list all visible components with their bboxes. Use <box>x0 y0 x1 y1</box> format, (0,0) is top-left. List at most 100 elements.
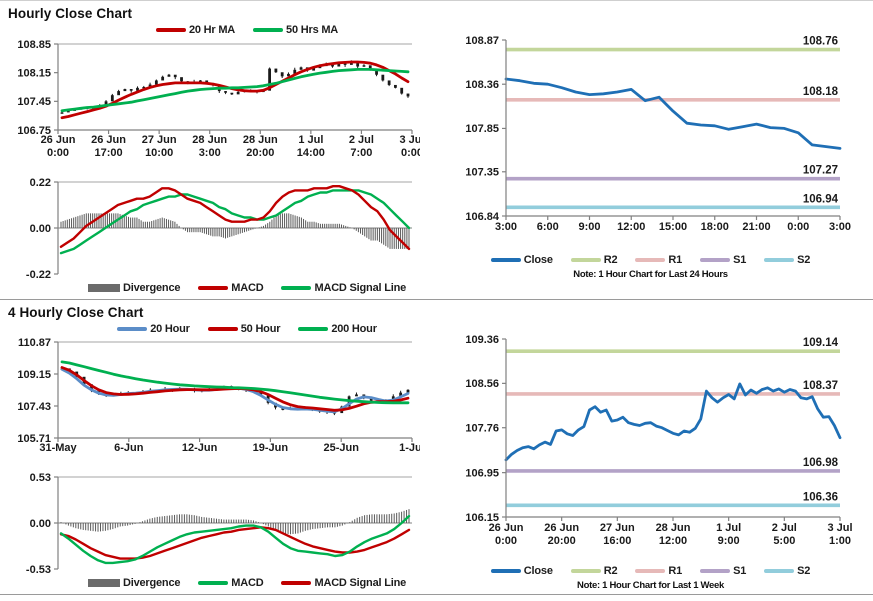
hourly-sr-chart: 108.76 108.18 107.27 106.94 108.87 108.36 107.… <box>465 35 851 233</box>
week-sr-plot: 109.14 108.37 106.98 106.36 109.36 108.56 107.… <box>465 334 852 547</box>
divergence-swatch <box>87 579 120 587</box>
hourly-right-column: 108.76 108.18 107.27 106.94 108.87 108.36 107.… <box>436 22 865 280</box>
hourly-sr-note: Note: 1 Hour Chart for Last 24 Hours <box>573 269 728 280</box>
legend-label-20-hour: 20 Hour <box>150 323 190 335</box>
legend-label-close: Close <box>523 254 553 266</box>
svg-text:108.85: 108.85 <box>17 39 51 51</box>
svg-text:1:00: 1:00 <box>829 535 851 547</box>
legend-item-r2: R2 <box>570 565 618 577</box>
svg-text:106.94: 106.94 <box>803 193 839 205</box>
svg-text:16:00: 16:00 <box>603 535 631 547</box>
svg-text:109.14: 109.14 <box>803 337 839 349</box>
svg-text:2 Jul: 2 Jul <box>349 134 374 146</box>
bottom-divider <box>0 594 873 595</box>
macd-swatch <box>198 286 229 290</box>
legend-item-divergence: Divergence <box>87 577 180 589</box>
legend-item-divergence: Divergence <box>87 282 181 294</box>
fourhour-macd-legend: Divergence MACD MACD Signal Line <box>8 575 436 591</box>
svg-text:107.43: 107.43 <box>17 401 51 413</box>
legend-item-macd-signal-line: MACD Signal Line <box>281 282 406 294</box>
svg-text:10:00: 10:00 <box>145 147 173 159</box>
svg-text:9:00: 9:00 <box>578 221 600 233</box>
s1-swatch <box>700 569 731 573</box>
close-swatch <box>490 569 521 573</box>
svg-text:105.71: 105.71 <box>17 433 51 445</box>
svg-text:20:00: 20:00 <box>246 147 274 159</box>
legend-label-20-hr-ma: 20 Hr MA <box>188 24 236 36</box>
svg-text:7:00: 7:00 <box>350 147 372 159</box>
legend-label-macd-signal-line: MACD Signal Line <box>314 282 407 294</box>
svg-text:1-Jul: 1-Jul <box>399 442 420 454</box>
20-hr-ma-swatch <box>155 28 186 32</box>
svg-text:26 Jun: 26 Jun <box>41 134 76 146</box>
svg-text:17:00: 17:00 <box>95 147 123 159</box>
r1-swatch <box>635 258 666 262</box>
legend-item-close: Close <box>490 254 553 266</box>
macd-signal-line-swatch <box>281 581 312 585</box>
svg-text:108.87: 108.87 <box>465 35 499 47</box>
svg-text:18:00: 18:00 <box>701 221 729 233</box>
r1-swatch <box>635 569 666 573</box>
svg-text:12:00: 12:00 <box>617 221 645 233</box>
legend-item-20-hr-ma: 20 Hr MA <box>155 24 236 36</box>
s2-swatch <box>764 258 795 262</box>
close-swatch <box>490 258 521 262</box>
svg-text:0.00: 0.00 <box>30 518 51 530</box>
week-sr-legend: Close R2 R1 S1 S2 <box>436 563 865 579</box>
svg-text:3 Jul: 3 Jul <box>399 134 420 146</box>
legend-item-r1: R1 <box>635 254 682 266</box>
legend-label-divergence: Divergence <box>122 282 181 294</box>
hourly-macd-chart: 0.22 0.00 -0.22 <box>26 177 412 278</box>
legend-item-50-hrs-ma: 50 Hrs MA <box>253 24 338 36</box>
r2-swatch <box>570 258 601 262</box>
svg-text:25-Jun: 25-Jun <box>323 442 359 454</box>
svg-text:107.27: 107.27 <box>803 165 838 177</box>
legend-item-macd: MACD <box>198 282 264 294</box>
fourhour-macd-plot: 0.53 0.00 -0.53 <box>26 472 412 573</box>
legend-item-macd-signal-line: MACD Signal Line <box>281 577 406 589</box>
svg-text:19-Jun: 19-Jun <box>253 442 289 454</box>
legend-label-s2: S2 <box>797 254 811 266</box>
svg-text:3 Jul: 3 Jul <box>827 522 852 534</box>
section-title-hourly: Hourly Close Chart <box>8 6 133 21</box>
divergence-swatch <box>87 284 120 292</box>
hourly-left-column: 20 Hr MA 50 Hrs MA 108.85 108.15 107.45 106.… <box>0 22 436 296</box>
svg-text:14:00: 14:00 <box>297 147 325 159</box>
svg-text:-0.53: -0.53 <box>26 564 51 573</box>
svg-text:-0.22: -0.22 <box>26 269 51 278</box>
legend-item-s1: S1 <box>700 565 746 577</box>
svg-text:27 Jun: 27 Jun <box>142 134 177 146</box>
svg-text:106.98: 106.98 <box>803 457 839 469</box>
legend-label-200-hour: 200 Hour <box>331 323 377 335</box>
svg-text:6:00: 6:00 <box>537 221 559 233</box>
legend-item-20-hour: 20 Hour <box>117 323 190 335</box>
50-hour-swatch <box>207 327 238 331</box>
legend-item-close: Close <box>490 565 553 577</box>
svg-text:107.85: 107.85 <box>465 123 499 135</box>
svg-text:6-Jun: 6-Jun <box>114 442 144 454</box>
legend-item-s1: S1 <box>700 254 746 266</box>
r2-swatch <box>570 569 601 573</box>
svg-text:15:00: 15:00 <box>659 221 687 233</box>
svg-text:28 Jun: 28 Jun <box>192 134 227 146</box>
fourhour-price-legend: 20 Hour 50 Hour 200 Hour <box>8 321 436 337</box>
section-title-4hourly: 4 Hourly Close Chart <box>8 305 144 320</box>
s2-swatch <box>764 569 795 573</box>
svg-text:106.95: 106.95 <box>465 467 499 479</box>
hourly-price-legend: 20 Hr MA 50 Hrs MA <box>8 22 436 38</box>
hourly-sr-plot: 108.76 108.18 107.27 106.94 108.87 108.36 107.… <box>465 35 851 233</box>
svg-text:0.22: 0.22 <box>30 177 51 189</box>
svg-text:109.36: 109.36 <box>465 334 499 346</box>
fourhour-macd-chart: 0.53 0.00 -0.53 <box>26 472 412 573</box>
svg-text:108.36: 108.36 <box>465 79 499 91</box>
legend-label-s2: S2 <box>797 565 811 577</box>
svg-text:108.15: 108.15 <box>17 67 51 79</box>
legend-label-r1: R1 <box>668 565 683 577</box>
legend-item-50-hour: 50 Hour <box>207 323 281 335</box>
svg-text:106.75: 106.75 <box>17 125 51 137</box>
50-hrs-ma-swatch <box>253 28 284 32</box>
section-divider <box>0 299 873 300</box>
